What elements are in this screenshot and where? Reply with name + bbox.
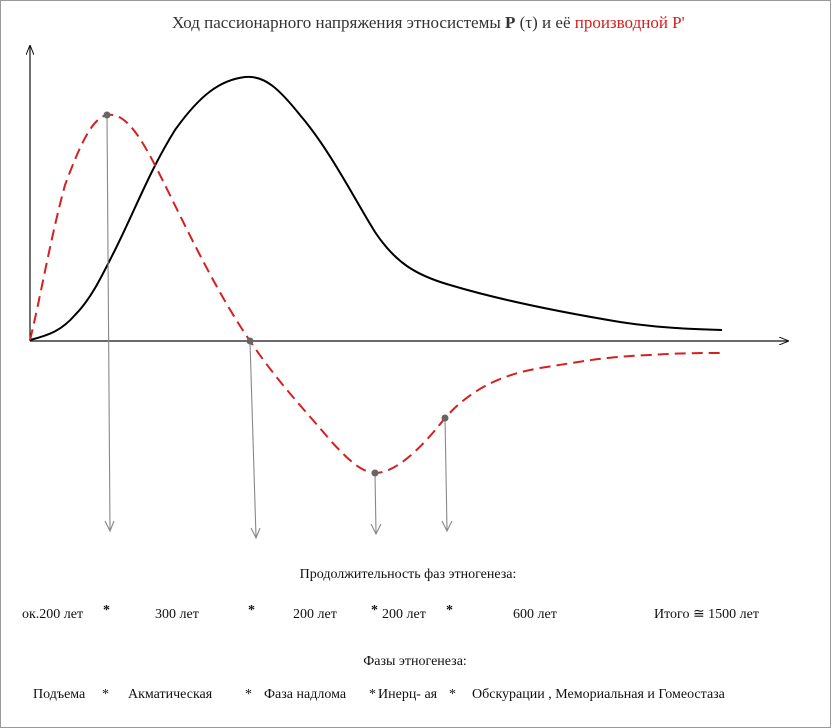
separator: * [245,687,252,702]
separator: * [369,687,376,702]
separator: * [371,603,378,618]
arrow-head [104,520,115,533]
point [103,111,111,119]
separator: * [446,603,453,618]
separator: * [103,603,110,618]
duration-total: Итого ≅ 1500 лет [654,607,759,622]
phase: Подъема [33,687,86,702]
separator: * [449,687,456,702]
duration: 200 лет [293,607,337,622]
duration: 600 лет [513,607,557,622]
duration: ок.200 лет [22,607,83,622]
title-prefix: Ход пассионарного напряжения этносистемы [172,13,501,32]
separator: * [102,687,109,702]
title-symbol: P [505,13,515,32]
drop-arrow [106,114,111,531]
drop-arrow [444,417,448,531]
phase: Фаза надлома [264,687,347,702]
point [246,337,254,345]
arrow-head [441,520,453,533]
phase: Инерц- ая [378,687,438,702]
duration: 200 лет [382,607,426,622]
p-curve [29,75,723,341]
phases-heading: Фазы этногенеза: [363,654,467,669]
phase: Акматическая [128,687,213,702]
title-derivative: производной P' [575,13,685,32]
separator: * [248,603,255,618]
point [441,414,449,422]
arrow-head [250,527,261,540]
arrow-head [370,523,382,536]
drop-arrow [374,472,377,534]
title-argument: (τ) и её [520,13,571,32]
durations-heading: Продолжительность фаз этногенеза: [300,567,517,582]
point [371,469,379,477]
title: Ход пассионарного напряжения этносистемы… [172,13,685,32]
duration: 300 лет [155,607,199,622]
derivative-curve [29,113,723,475]
drop-arrow [249,340,257,538]
phase: Обскурации , Мемориальная и Гомеостаза [472,687,726,702]
